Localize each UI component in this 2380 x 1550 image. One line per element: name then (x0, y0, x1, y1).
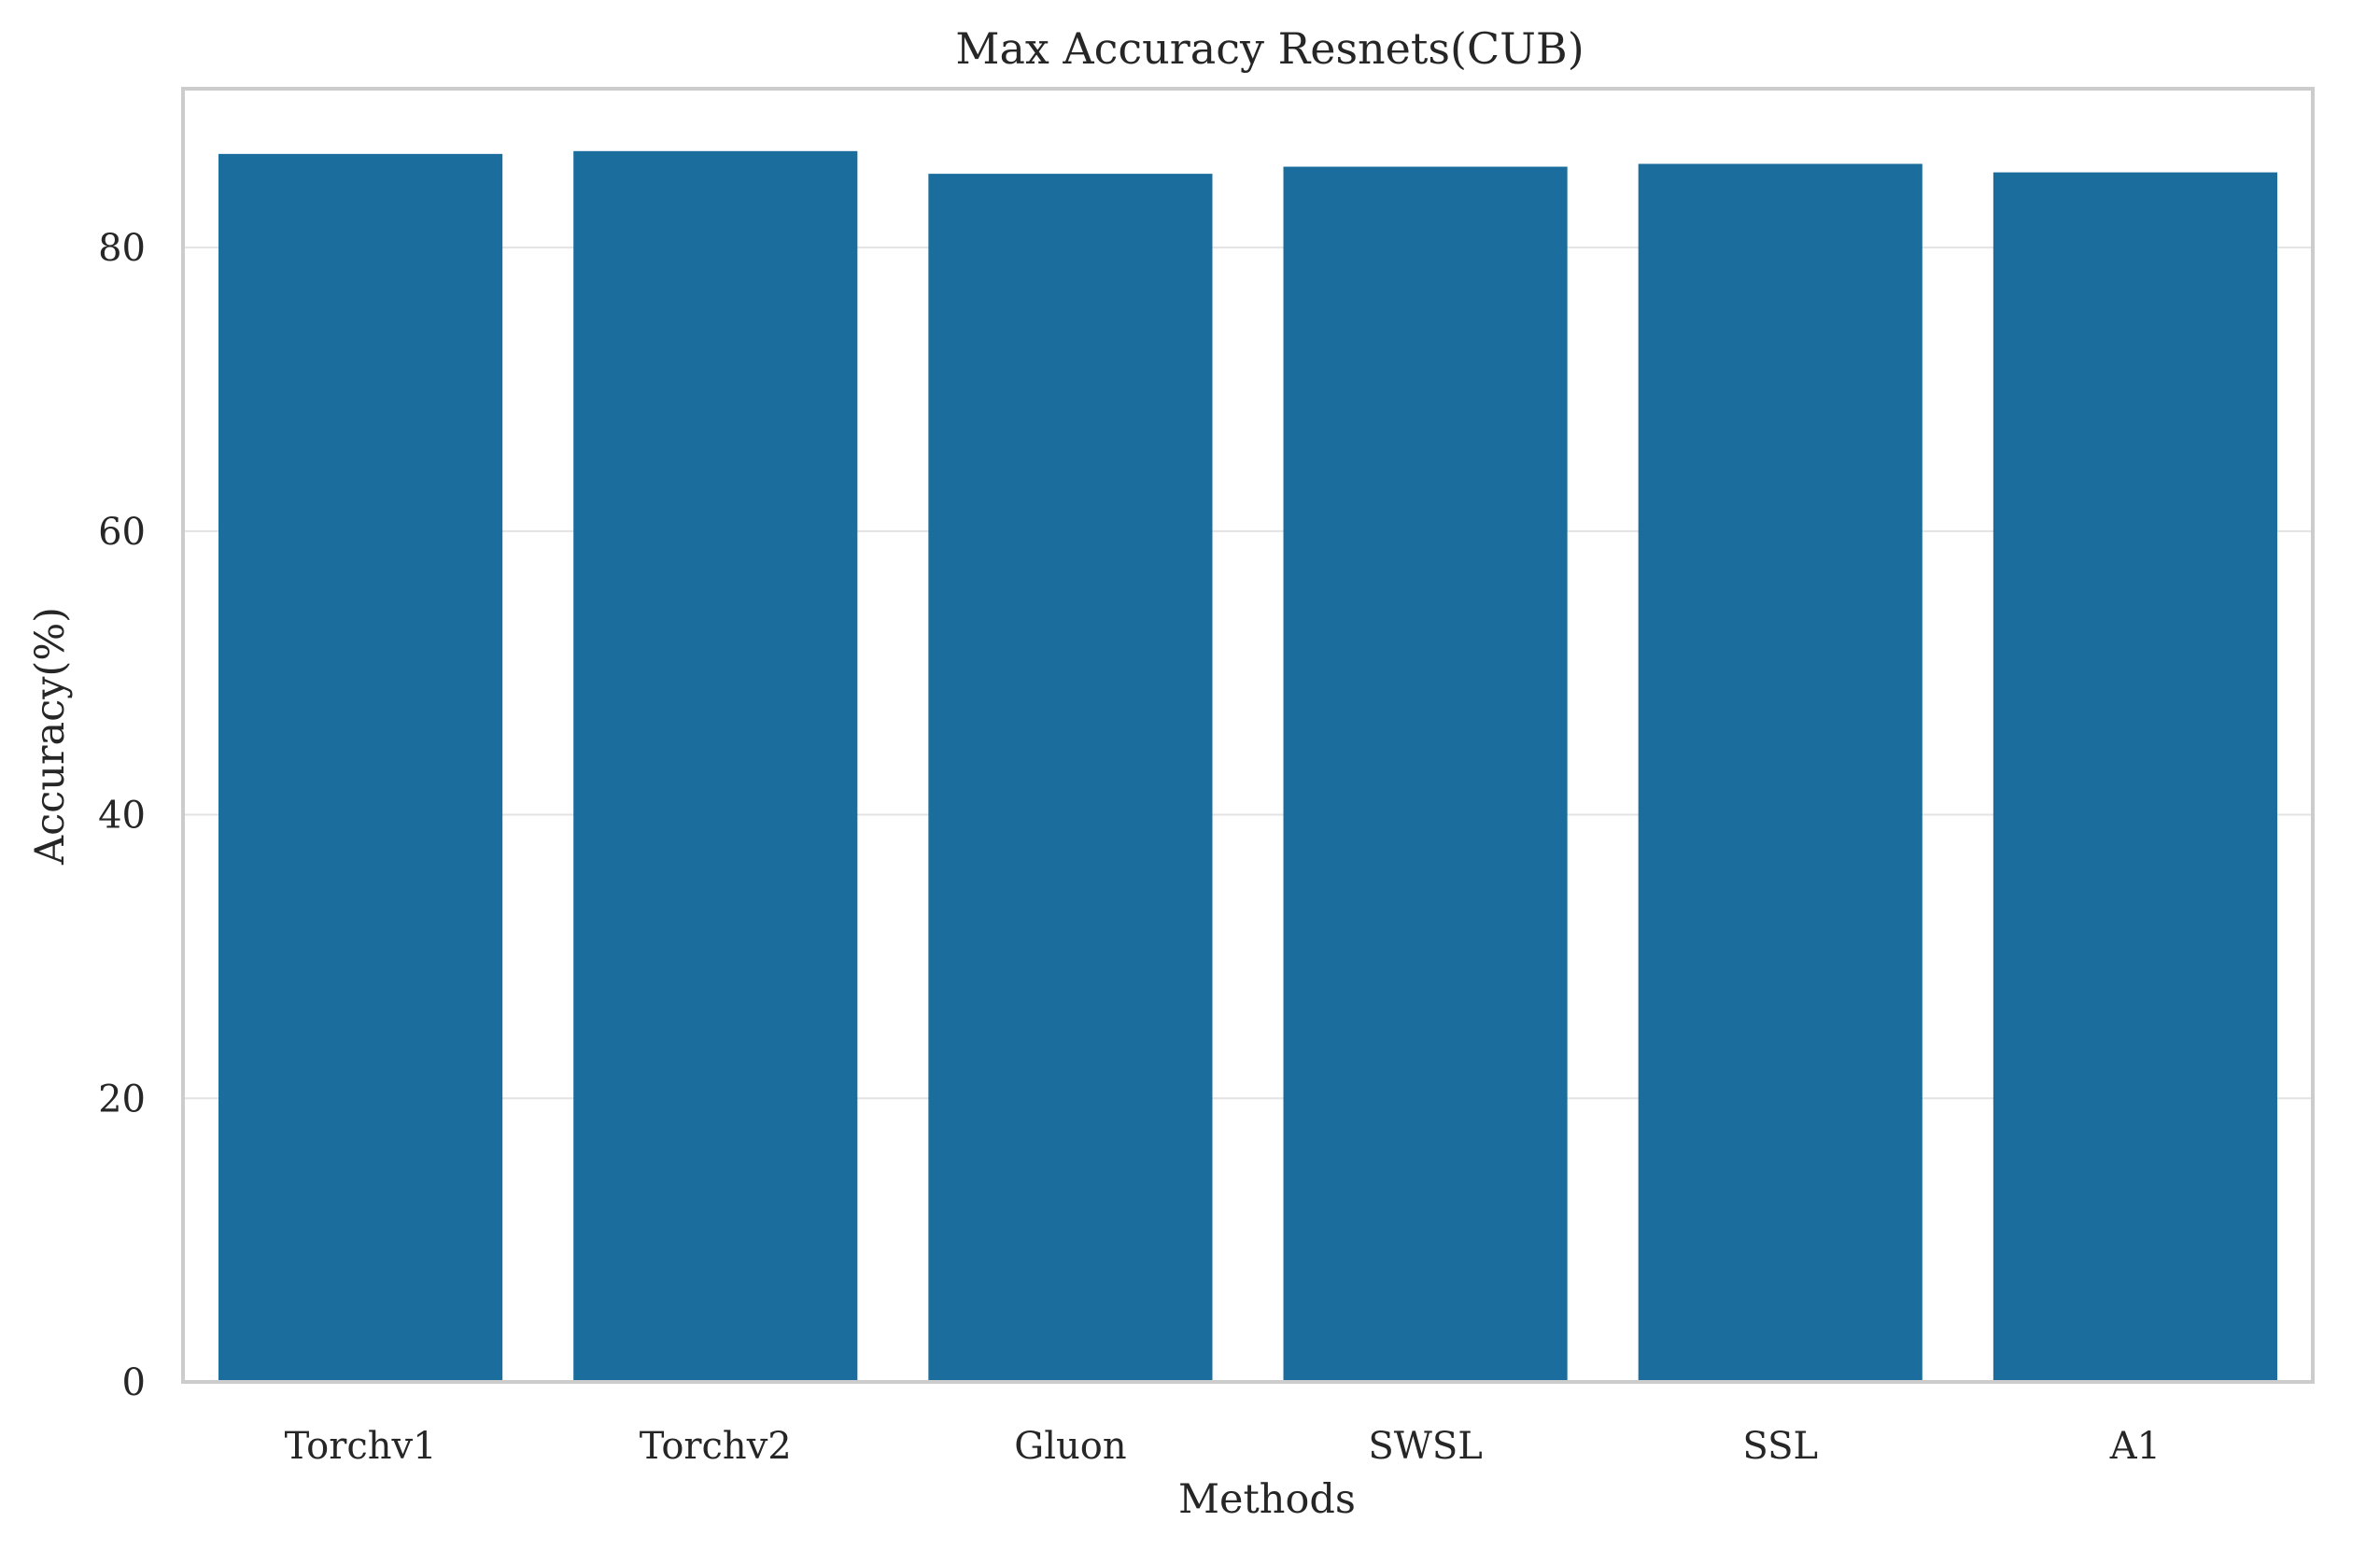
chart-title: Max Accuracy Resnets(CUB) (955, 23, 1584, 74)
x-tick-label: A1 (2109, 1425, 2161, 1468)
bar-gluon (928, 174, 1213, 1383)
y-tick-label: 40 (98, 795, 146, 838)
y-tick-label: 0 (122, 1361, 146, 1404)
x-axis-label: Methods (1178, 1476, 1356, 1523)
bar-torchv1 (218, 153, 503, 1383)
bar-torchv2 (573, 150, 858, 1382)
gridlines (183, 247, 2313, 1100)
x-tick-label: Torchv2 (640, 1425, 792, 1468)
x-tick-label: Torchv1 (285, 1425, 437, 1468)
bar-a1 (1993, 172, 2277, 1383)
y-tick-label: 20 (98, 1078, 146, 1120)
x-tick-label: SSL (1742, 1425, 1818, 1468)
x-tick-label: Gluon (1014, 1425, 1126, 1468)
bar-swsl (1283, 166, 1568, 1382)
y-tick-label: 60 (98, 511, 146, 554)
x-tick-labels: Torchv1 Torchv2 Gluon SWSL SSL A1 (285, 1425, 2162, 1468)
y-tick-label: 80 (98, 227, 146, 270)
bar-ssl (1638, 163, 1922, 1383)
y-axis-label: Accuracy(%) (27, 607, 74, 866)
plot-frame (181, 87, 2315, 1384)
x-tick-label: SWSL (1368, 1425, 1482, 1468)
bars (218, 150, 2277, 1383)
y-tick-labels: 0 20 40 60 80 (98, 227, 146, 1404)
